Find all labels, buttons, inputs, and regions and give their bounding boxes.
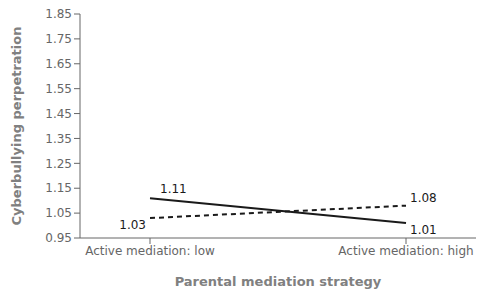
svg-text:1.08: 1.08 (410, 191, 437, 205)
svg-text:1.05: 1.05 (45, 206, 72, 220)
svg-text:1.85: 1.85 (45, 7, 72, 21)
svg-text:1.75: 1.75 (45, 32, 72, 46)
svg-text:1.55: 1.55 (45, 82, 72, 96)
svg-text:1.15: 1.15 (45, 181, 72, 195)
svg-text:1.65: 1.65 (45, 57, 72, 71)
svg-text:Active mediation: low: Active mediation: low (85, 244, 215, 258)
svg-text:1.35: 1.35 (45, 132, 72, 146)
svg-text:Active mediation: high: Active mediation: high (338, 244, 473, 258)
svg-text:Parental mediation strategy: Parental mediation strategy (175, 274, 382, 289)
svg-text:1.03: 1.03 (119, 218, 146, 232)
svg-text:1.11: 1.11 (160, 182, 187, 196)
svg-text:1.01: 1.01 (410, 223, 437, 237)
svg-text:0.95: 0.95 (45, 231, 72, 245)
svg-text:1.25: 1.25 (45, 157, 72, 171)
svg-text:1.45: 1.45 (45, 107, 72, 121)
svg-text:Cyberbullying perpetration: Cyberbullying perpetration (9, 27, 24, 226)
